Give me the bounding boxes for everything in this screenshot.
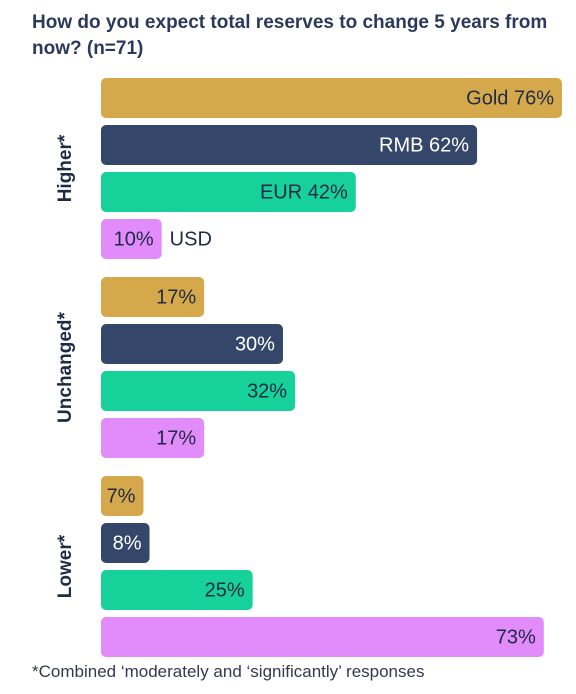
- bar-series-label: USD: [170, 228, 212, 250]
- bar-value-label: RMB 62%: [379, 134, 469, 156]
- bar-usd: [101, 418, 205, 458]
- bar-value-label: EUR 42%: [260, 181, 348, 203]
- bar-value-label: 32%: [247, 380, 287, 402]
- group-label: Lower*: [55, 534, 76, 598]
- chart-title: How do you expect total reserves to chan…: [32, 12, 548, 59]
- group-label: Higher*: [55, 134, 76, 202]
- bar-eur: [101, 371, 296, 411]
- bar-eur: [101, 570, 253, 610]
- bar-value-label: Gold 76%: [466, 87, 554, 109]
- bar-gold: [101, 277, 205, 317]
- bar-rmb: [101, 523, 150, 563]
- bar-value-label: 8%: [113, 532, 142, 554]
- bar-value-label: 17%: [156, 427, 196, 449]
- bar-rmb: [101, 125, 478, 165]
- bar-value-label: 10%: [114, 228, 154, 250]
- bar-gold: [101, 476, 144, 516]
- bar-chart: Higher* Gold 76% RMB 62% EUR 42% 10% USD Uncha…: [55, 78, 562, 657]
- group-label: Unchanged*: [55, 311, 76, 422]
- bar-value-label: 7%: [107, 485, 136, 507]
- bar-value-label: 73%: [496, 626, 536, 648]
- bar-eur: [101, 172, 356, 212]
- bar-value-label: 30%: [235, 333, 275, 355]
- footnote: *Combined ‘moderately and ‘significantly…: [32, 662, 425, 681]
- bar-usd: [101, 219, 162, 259]
- bar-usd: [101, 617, 544, 657]
- bar-value-label: 17%: [156, 286, 196, 308]
- bar-value-label: 25%: [205, 579, 245, 601]
- bar-rmb: [101, 324, 283, 364]
- bar-gold: [101, 78, 562, 118]
